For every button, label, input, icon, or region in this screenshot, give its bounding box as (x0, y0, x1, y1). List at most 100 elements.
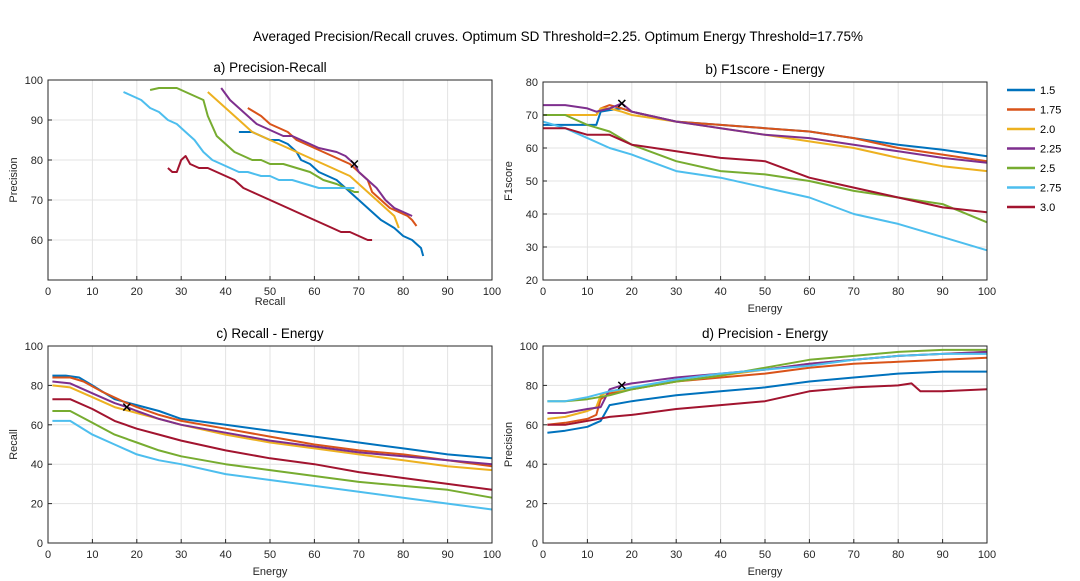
legend-label: 2.0 (1040, 124, 1055, 136)
y-tick-label: 20 (526, 499, 538, 511)
y-tick-label: 50 (526, 176, 538, 188)
y-tick-label: 90 (31, 115, 43, 127)
y-tick-label: 60 (526, 420, 538, 432)
series-line-2.5 (149, 87, 359, 193)
y-tick-label: 70 (526, 110, 538, 122)
x-tick-label: 0 (45, 286, 51, 298)
series-line-2.25 (543, 102, 988, 164)
x-tick-label: 90 (936, 549, 948, 561)
series-line-1.5 (52, 374, 493, 460)
x-tick-label: 30 (175, 549, 187, 561)
legend-label: 1.75 (1040, 105, 1061, 117)
x-axis-label: Energy (748, 566, 783, 578)
x-tick-label: 50 (759, 286, 771, 298)
panel-title: b) F1score - Energy (705, 62, 825, 77)
y-tick-label: 40 (526, 209, 538, 221)
y-axis-label: Recall (8, 429, 20, 460)
x-tick-label: 40 (219, 549, 231, 561)
y-tick-label: 80 (31, 380, 43, 392)
x-tick-label: 20 (626, 286, 638, 298)
x-tick-label: 70 (848, 286, 860, 298)
series-line-2.0 (207, 91, 400, 229)
y-tick-label: 80 (526, 380, 538, 392)
x-axis-label: Energy (748, 303, 783, 315)
y-tick-label: 60 (31, 420, 43, 432)
series-line-2.5 (547, 348, 987, 403)
y-tick-label: 30 (526, 242, 538, 254)
x-tick-label: 20 (626, 549, 638, 561)
x-tick-label: 90 (936, 286, 948, 298)
x-tick-label: 40 (714, 286, 726, 298)
x-tick-label: 10 (581, 549, 593, 561)
series-line-2.75 (547, 352, 987, 403)
series-line-3.0 (547, 382, 988, 426)
x-tick-label: 40 (219, 286, 231, 298)
series-line-2.25 (52, 380, 493, 466)
panel-title: d) Precision - Energy (702, 326, 828, 341)
series-line-2.0 (543, 107, 988, 173)
x-tick-label: 0 (45, 549, 51, 561)
y-tick-label: 40 (526, 459, 538, 471)
y-tick-label: 70 (31, 195, 43, 207)
x-tick-label: 40 (714, 549, 726, 561)
x-tick-label: 0 (540, 286, 546, 298)
legend-label: 3.0 (1040, 202, 1055, 214)
series-line-1.5 (547, 370, 987, 434)
x-tick-label: 30 (670, 549, 682, 561)
y-axis-label: Precision (503, 422, 515, 467)
y-tick-label: 80 (31, 155, 43, 167)
y-tick-label: 60 (526, 143, 538, 155)
x-tick-label: 50 (264, 549, 276, 561)
panel-title: c) Recall - Energy (216, 326, 324, 341)
chart-legend: 1.5 1.75 2.0 2.25 2.5 2.75 3.0 (1003, 78, 1073, 223)
x-tick-label: 90 (441, 286, 453, 298)
x-tick-label: 100 (978, 286, 996, 298)
x-tick-label: 50 (759, 549, 771, 561)
x-tick-label: 30 (175, 286, 187, 298)
x-tick-label: 90 (441, 549, 453, 561)
series-line-3.0 (543, 127, 988, 214)
panel-a: 0 10 20 30 40 50 60 70 80 90 100 60 70 80 90 100 a) Prec… (8, 60, 501, 308)
series-line-2.75 (52, 419, 493, 511)
x-tick-label: 80 (892, 549, 904, 561)
x-tick-label: 70 (353, 286, 365, 298)
panel-d: 0 10 20 30 40 50 60 70 80 90 100 0 20 40 60 80 100 d) Pre… (503, 326, 996, 578)
panel-b: 0 10 20 30 40 50 60 70 80 90 100 20 30 40 50 60 70 80 b) F… (503, 62, 996, 315)
legend-label: 1.5 (1040, 85, 1055, 97)
x-tick-label: 10 (86, 286, 98, 298)
panel-title: a) Precision-Recall (213, 60, 326, 75)
optimum-marker (122, 403, 131, 412)
y-axis-label: F1score (503, 161, 515, 201)
x-tick-label: 0 (540, 549, 546, 561)
optimum-marker (350, 159, 359, 169)
series-line-1.75 (247, 107, 418, 227)
x-tick-label: 100 (483, 286, 501, 298)
x-tick-label: 10 (581, 286, 593, 298)
y-tick-label: 0 (532, 538, 538, 550)
legend-box (1003, 78, 1073, 223)
y-tick-label: 0 (37, 538, 43, 550)
legend-label: 2.75 (1040, 183, 1061, 195)
x-tick-label: 70 (848, 549, 860, 561)
x-tick-label: 60 (803, 549, 815, 561)
y-tick-label: 100 (25, 75, 43, 87)
x-axis-label: Recall (255, 296, 286, 308)
x-tick-label: 20 (131, 549, 143, 561)
optimum-marker (617, 381, 626, 390)
panel-c: 0 10 20 30 40 50 60 70 80 90 100 0 20 40 60 80 100 c) Rec… (8, 326, 501, 578)
series-line-2.25 (220, 87, 413, 217)
x-tick-label: 80 (397, 286, 409, 298)
x-tick-label: 10 (86, 549, 98, 561)
x-tick-label: 60 (308, 286, 320, 298)
x-tick-label: 20 (131, 286, 143, 298)
y-axis-label: Precision (8, 157, 20, 202)
x-axis-label: Energy (253, 566, 288, 578)
y-tick-label: 60 (31, 235, 43, 247)
x-tick-label: 60 (308, 549, 320, 561)
figure-suptitle: Averaged Precision/Recall cruves. Optimu… (253, 29, 863, 44)
y-tick-label: 40 (31, 459, 43, 471)
x-tick-label: 30 (670, 286, 682, 298)
series-line-2.75 (123, 91, 355, 189)
y-tick-label: 20 (31, 499, 43, 511)
